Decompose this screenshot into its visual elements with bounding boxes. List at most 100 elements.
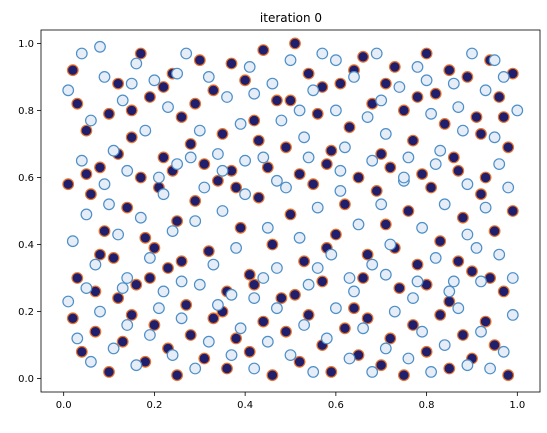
scatter-point-series1-143	[225, 288, 238, 301]
scatter-point-series0-23	[302, 67, 315, 80]
y-tick-label: 0.2	[18, 307, 34, 318]
scatter-point-series1-37	[457, 124, 469, 137]
scatter-point-series0-52	[171, 215, 184, 228]
scatter-point-series0-36	[438, 117, 451, 130]
scatter-point-series0-88	[103, 366, 115, 378]
scatter-point-series0-144	[175, 255, 188, 268]
x-tick-label: 0.8	[419, 400, 435, 411]
scatter-point-series0-42	[502, 141, 515, 154]
scatter-point-series1-11	[180, 47, 193, 60]
scatter-point-series0-74	[402, 205, 415, 217]
scatter-point-series1-110	[357, 322, 370, 335]
scatter-point-series0-108	[339, 322, 351, 335]
scatter-point-series1-60	[248, 292, 261, 305]
scatter-point-series0-114	[407, 319, 419, 331]
scatter-point-series1-105	[298, 319, 311, 331]
scatter-point-series1-16	[234, 117, 247, 130]
scatter-point-series0-122	[502, 369, 515, 382]
scatter-point-series0-13	[193, 54, 206, 67]
scatter-point-series0-53	[180, 299, 193, 311]
scatter-point-series0-102	[266, 369, 279, 382]
scatter-point-series1-17	[243, 61, 256, 73]
scatter-point-series0-164	[443, 64, 456, 77]
scatter-point-series0-92	[148, 319, 161, 331]
scatter-point-series1-28	[361, 111, 374, 123]
scatter-point-series0-134	[325, 144, 338, 157]
scatter-point-series1-125	[98, 178, 111, 191]
scatter-point-series1-30	[379, 127, 392, 140]
scatter-point-series1-149	[443, 285, 456, 298]
scatter-point-series0-85	[66, 312, 79, 325]
x-axis-ticks: 0.0 0.2 0.4 0.6 0.8 1.0	[56, 392, 525, 411]
scatter-point-series1-156	[293, 104, 306, 117]
scatter-point-series1-101	[248, 362, 261, 375]
scatter-point-series0-47	[121, 201, 134, 214]
scatter-point-series1-150	[475, 275, 487, 288]
scatter-point-series0-61	[266, 238, 279, 251]
scatter-point-series0-24	[311, 107, 324, 120]
scatter-point-series1-132	[302, 151, 315, 164]
scatter-point-series1-13	[202, 70, 215, 83]
scatter-point-series0-76	[425, 181, 438, 194]
scatter-point-series1-114	[402, 352, 415, 365]
chart-title: iteration 0	[260, 11, 322, 25]
scatter-point-series0-14	[207, 84, 220, 97]
scatter-point-series0-8	[143, 91, 156, 103]
scatter-point-series0-95	[184, 329, 197, 341]
scatter-point-series1-112	[379, 342, 392, 355]
scatter-point-series0-128	[148, 241, 161, 254]
scatter-point-series1-52	[166, 225, 179, 238]
scatter-point-series1-103	[271, 302, 283, 315]
scatter-point-series1-76	[416, 221, 429, 234]
scatter-point-series0-27	[343, 121, 356, 134]
scatter-point-series1-32	[402, 151, 415, 164]
scatter-point-series1-161	[488, 54, 501, 67]
scatter-point-series0-82	[488, 225, 501, 238]
scatter-point-series0-113	[398, 369, 410, 382]
scatter-point-series0-159	[284, 94, 297, 107]
scatter-point-series1-154	[171, 67, 184, 80]
scatter-point-series1-15	[221, 91, 233, 103]
scatter-point-series0-44	[84, 188, 97, 201]
scatter-point-series0-146	[248, 278, 261, 291]
scatter-point-series0-163	[411, 91, 424, 103]
scatter-point-series1-92	[143, 329, 156, 341]
scatter-point-series1-79	[447, 275, 460, 288]
scatter-point-series0-165	[475, 127, 487, 140]
scatter-point-series1-26	[339, 141, 351, 154]
scatter-point-series0-84	[506, 205, 519, 217]
scatter-point-series0-155	[157, 81, 170, 93]
scatter-point-series1-99	[225, 349, 238, 362]
scatter-point-series0-123	[62, 178, 75, 191]
scatter-point-series1-134	[366, 154, 379, 167]
scatter-point-series1-44	[80, 208, 93, 221]
scatter-point-series1-2	[84, 114, 97, 127]
scatter-point-series1-96	[189, 362, 202, 375]
scatter-point-series1-24	[316, 47, 329, 60]
scatter-point-series0-32	[398, 104, 410, 117]
scatter-point-series1-136	[429, 158, 442, 171]
scatter-point-series0-120	[479, 315, 492, 328]
scatter-point-series1-71	[366, 258, 379, 271]
scatter-point-series0-20	[271, 94, 283, 107]
scatter-point-series1-127	[152, 171, 165, 184]
scatter-point-series0-121	[488, 339, 501, 352]
scatter-point-series1-57	[216, 205, 229, 217]
scatter-point-series1-18	[257, 151, 270, 164]
y-tick-label: 1.0	[18, 39, 34, 50]
scatter-point-series1-40	[488, 131, 501, 144]
scatter-point-series0-103	[280, 325, 292, 338]
scatter-point-series1-152	[94, 40, 106, 53]
scatter-point-series0-139	[479, 171, 492, 184]
scatter-point-series0-130	[198, 158, 211, 171]
x-tick-label: 0.4	[237, 400, 253, 411]
scatter-point-series0-41	[493, 91, 506, 103]
scatter-point-series1-53	[175, 275, 188, 288]
scatter-point-series0-157	[225, 57, 238, 70]
scatter-point-series0-77	[434, 235, 447, 248]
scatter-point-series0-18	[248, 114, 261, 127]
scatter-point-series0-11	[175, 111, 188, 123]
scatter-point-series1-89	[107, 342, 120, 355]
scatter-point-series0-71	[370, 184, 383, 197]
